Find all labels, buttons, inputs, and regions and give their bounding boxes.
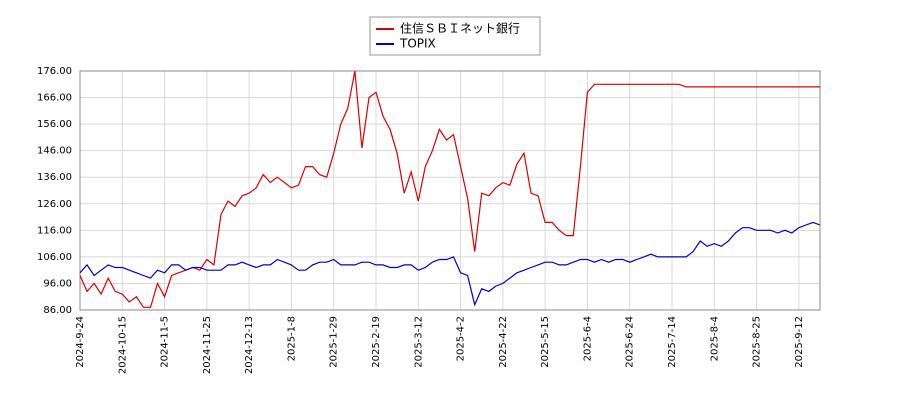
legend-box bbox=[369, 16, 541, 56]
x-tick-label: 2025-3-12 bbox=[413, 316, 424, 368]
x-tick-label: 2025-5-15 bbox=[540, 316, 551, 368]
plot-frame bbox=[79, 70, 821, 311]
y-tick-label: 106.00 bbox=[37, 252, 72, 263]
y-tick-label: 116.00 bbox=[37, 225, 72, 236]
legend-label: 住信ＳＢＩネット銀行 bbox=[400, 22, 520, 36]
x-tick-label: 2025-9-12 bbox=[794, 316, 805, 368]
x-tick-label: 2025-1-8 bbox=[286, 316, 297, 361]
series-line bbox=[79, 221, 821, 307]
x-tick-label: 2025-8-4 bbox=[709, 316, 720, 361]
x-tick-label: 2025-7-14 bbox=[667, 316, 678, 368]
x-tick-label: 2025-6-4 bbox=[582, 316, 593, 361]
y-tick-label: 136.00 bbox=[37, 172, 72, 183]
x-tick-label: 2024-12-13 bbox=[244, 316, 255, 374]
x-tick-label: 2025-4-2 bbox=[456, 316, 467, 361]
y-tick-label: 176.00 bbox=[37, 66, 72, 77]
y-tick-label: 86.00 bbox=[43, 305, 72, 316]
y-tick-label: 156.00 bbox=[37, 119, 72, 130]
x-tick-label: 2024-11-5 bbox=[160, 316, 171, 368]
x-tick-label: 2025-1-29 bbox=[329, 316, 340, 368]
y-tick-label: 126.00 bbox=[37, 199, 72, 210]
x-tick-label: 2025-2-19 bbox=[371, 316, 382, 368]
x-tick-label: 2024-11-25 bbox=[202, 316, 213, 374]
y-tick-label: 166.00 bbox=[37, 93, 72, 104]
x-tick-label: 2024-10-15 bbox=[117, 316, 128, 374]
x-tick-label: 2025-6-24 bbox=[625, 316, 636, 368]
legend-label: TOPIX bbox=[399, 37, 436, 51]
y-tick-label: 146.00 bbox=[37, 146, 72, 157]
x-tick-label: 2025-4-22 bbox=[498, 316, 509, 368]
x-tick-label: 2024-9-24 bbox=[75, 316, 86, 368]
series-line bbox=[79, 70, 820, 308]
x-tick-label: 2025-8-25 bbox=[752, 316, 763, 368]
y-tick-label: 96.00 bbox=[43, 278, 72, 289]
